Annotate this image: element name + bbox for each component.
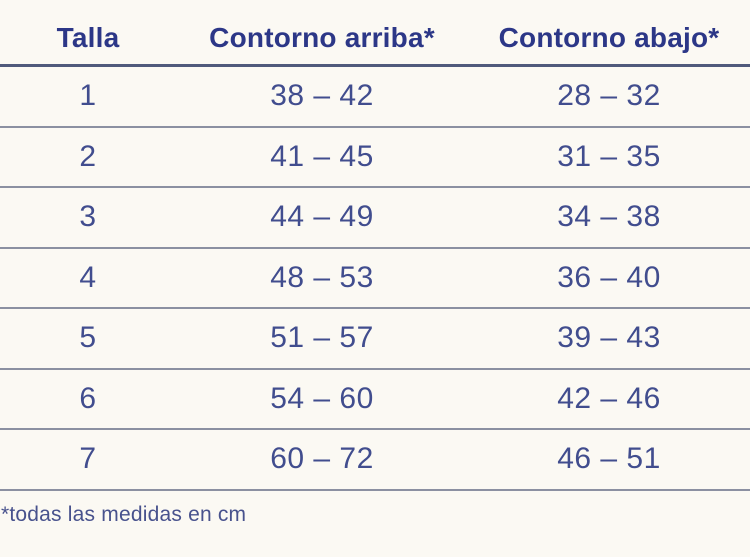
column-header-talla: Talla (56, 22, 120, 53)
table-row: 3 44 – 49 34 – 38 (0, 188, 750, 249)
cell-contorno-arriba: 60 – 72 (270, 442, 374, 476)
table-row: 7 60 – 72 46 – 51 (0, 430, 750, 491)
table-row: 1 38 – 42 28 – 32 (0, 67, 750, 128)
cell-contorno-abajo: 36 – 40 (557, 260, 661, 294)
column-header-contorno-abajo: Contorno abajo* (498, 22, 720, 53)
footnote: *todas las medidas en cm (1, 502, 247, 526)
table-row: 4 48 – 53 36 – 40 (0, 249, 750, 309)
table-row: 2 41 – 45 31 – 35 (0, 128, 750, 188)
cell-talla: 4 (79, 260, 97, 294)
cell-contorno-abajo: 34 – 38 (557, 200, 661, 234)
cell-contorno-abajo: 28 – 32 (557, 79, 661, 113)
cell-talla: 5 (79, 321, 97, 355)
cell-contorno-abajo: 42 – 46 (557, 381, 661, 415)
column-header-contorno-arriba: Contorno arriba* (209, 22, 435, 53)
cell-contorno-abajo: 39 – 43 (557, 321, 661, 355)
table-row: 5 51 – 57 39 – 43 (0, 309, 750, 370)
cell-contorno-arriba: 38 – 42 (270, 79, 374, 113)
cell-contorno-arriba: 44 – 49 (270, 200, 374, 234)
cell-talla: 1 (79, 79, 97, 113)
cell-contorno-arriba: 41 – 45 (270, 139, 374, 173)
cell-contorno-arriba: 51 – 57 (270, 321, 374, 355)
cell-contorno-arriba: 54 – 60 (270, 381, 374, 415)
cell-talla: 3 (79, 200, 97, 234)
table-header-row: Talla Contorno arriba* Contorno abajo* (0, 0, 750, 67)
cell-contorno-abajo: 31 – 35 (557, 139, 661, 173)
table-row: 6 54 – 60 42 – 46 (0, 370, 750, 430)
cell-talla: 2 (79, 139, 97, 173)
cell-contorno-abajo: 46 – 51 (557, 442, 661, 476)
cell-talla: 7 (79, 442, 97, 476)
cell-talla: 6 (79, 381, 97, 415)
cell-contorno-arriba: 48 – 53 (270, 260, 374, 294)
